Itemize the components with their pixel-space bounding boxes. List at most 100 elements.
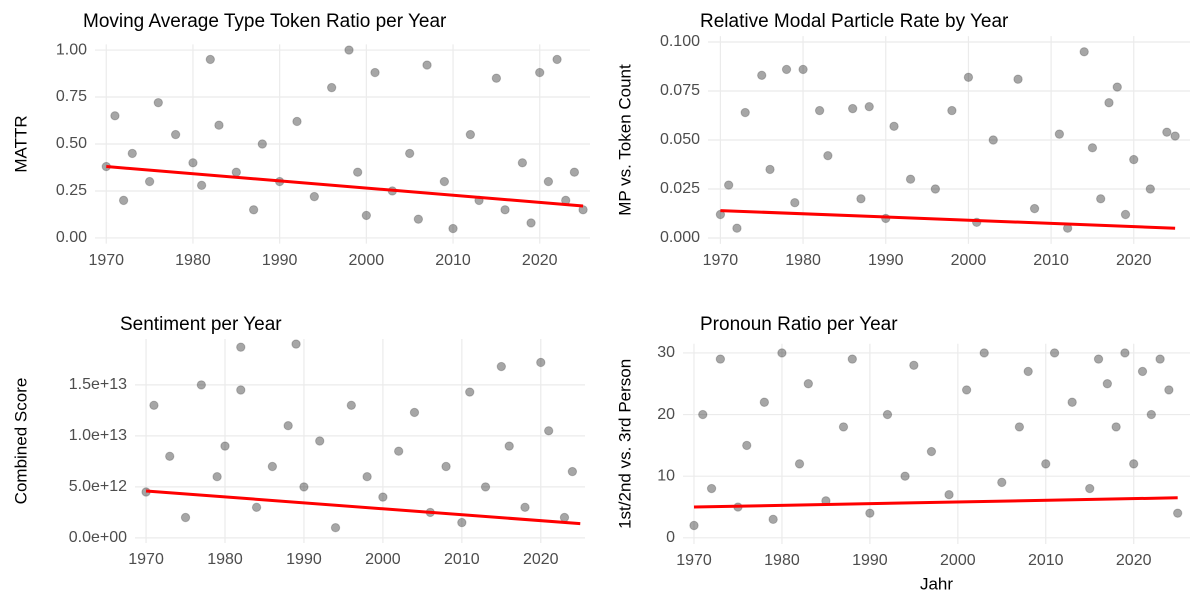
x-tick-label: 2010: [1028, 552, 1064, 569]
y-tick-label: 10: [657, 467, 675, 484]
y-axis-title: Combined Score: [11, 378, 30, 505]
y-axis-title: 1st/2nd vs. 3rd Person: [615, 359, 634, 529]
data-point: [330, 523, 341, 533]
y-tick-label: 0.00: [56, 229, 87, 246]
data-point: [344, 45, 354, 55]
x-tick-label: 2010: [435, 252, 471, 269]
data-point: [1155, 354, 1165, 364]
y-tick-label: 0.50: [56, 135, 87, 152]
x-tick-label: 2020: [523, 551, 559, 568]
data-point: [188, 158, 198, 168]
data-point: [404, 148, 415, 159]
data-point: [961, 385, 972, 395]
data-point: [205, 54, 215, 65]
data-point: [465, 129, 476, 140]
data-point: [378, 492, 388, 502]
y-tick-label: 20: [657, 406, 675, 423]
data-point: [1067, 397, 1077, 407]
data-point: [1137, 366, 1148, 377]
data-point: [496, 361, 507, 372]
data-point: [740, 107, 750, 118]
data-point: [196, 380, 207, 390]
panel-title: Moving Average Type Token Ratio per Year: [83, 11, 447, 32]
data-point: [212, 472, 222, 482]
data-point: [214, 120, 224, 130]
data-point: [1164, 385, 1174, 395]
trend-line: [106, 165, 584, 208]
data-point: [457, 517, 467, 528]
data-point: [814, 105, 825, 116]
data-point: [526, 218, 536, 228]
data-point: [500, 205, 510, 215]
data-point: [1049, 348, 1060, 358]
data-point: [291, 339, 301, 349]
data-point: [251, 502, 262, 512]
data-point: [299, 482, 309, 492]
data-point: [127, 148, 137, 159]
data-point: [1111, 422, 1121, 432]
data-point: [723, 180, 734, 190]
data-point: [552, 54, 562, 65]
data-point: [768, 514, 778, 525]
x-tick-label: 2020: [1116, 552, 1152, 569]
x-tick-label: 1970: [128, 551, 164, 568]
data-point: [847, 354, 857, 364]
data-point: [732, 223, 742, 233]
x-tick-label: 1990: [262, 252, 298, 269]
data-point: [1104, 98, 1114, 108]
data-point: [409, 407, 420, 418]
x-tick-label: 1970: [703, 252, 739, 269]
data-point: [180, 512, 191, 523]
data-point: [413, 214, 424, 224]
data-point: [543, 176, 554, 187]
data-point: [283, 421, 293, 431]
data-point: [1023, 366, 1033, 377]
data-point: [536, 357, 546, 368]
data-point: [153, 97, 163, 108]
data-point: [1096, 194, 1106, 204]
data-point: [559, 512, 570, 523]
data-point: [248, 205, 259, 215]
y-tick-label: 30: [657, 344, 675, 361]
y-tick-label: 0.0e+00: [69, 529, 127, 546]
data-point: [865, 508, 875, 518]
data-point: [1146, 409, 1157, 420]
data-point: [448, 223, 458, 234]
x-tick-label: 2010: [1033, 252, 1069, 269]
x-tick-label: 1980: [207, 551, 243, 568]
x-tick-label: 1990: [868, 252, 904, 269]
data-point: [944, 489, 954, 500]
y-tick-label: 0.25: [56, 182, 87, 199]
data-point: [165, 451, 175, 461]
data-point: [569, 167, 580, 177]
data-point: [1041, 459, 1051, 469]
data-point: [1013, 74, 1023, 84]
data-point: [759, 397, 770, 407]
data-point: [567, 466, 578, 477]
y-tick-label: 0: [666, 529, 675, 546]
x-tick-label: 1980: [175, 252, 211, 269]
y-tick-label: 0.075: [660, 82, 700, 99]
x-tick-label: 1990: [852, 552, 888, 569]
data-point: [1079, 47, 1089, 57]
data-point: [757, 70, 767, 81]
data-point: [790, 198, 800, 208]
data-point: [170, 129, 181, 140]
data-point: [1087, 143, 1098, 153]
data-point: [823, 150, 833, 161]
y-axis-title: MATTR: [11, 115, 30, 172]
y-tick-label: 0.025: [660, 180, 700, 197]
data-point: [352, 167, 363, 177]
data-point: [1162, 127, 1172, 137]
trend-line: [145, 489, 581, 526]
panel-title: Relative Modal Particle Rate by Year: [700, 11, 1009, 32]
data-point: [315, 436, 325, 446]
data-point: [1085, 483, 1095, 494]
data-point: [963, 72, 974, 82]
data-point: [926, 446, 937, 457]
data-point: [706, 483, 717, 494]
data-point: [997, 477, 1007, 488]
data-point: [889, 121, 899, 131]
data-point: [765, 164, 775, 175]
